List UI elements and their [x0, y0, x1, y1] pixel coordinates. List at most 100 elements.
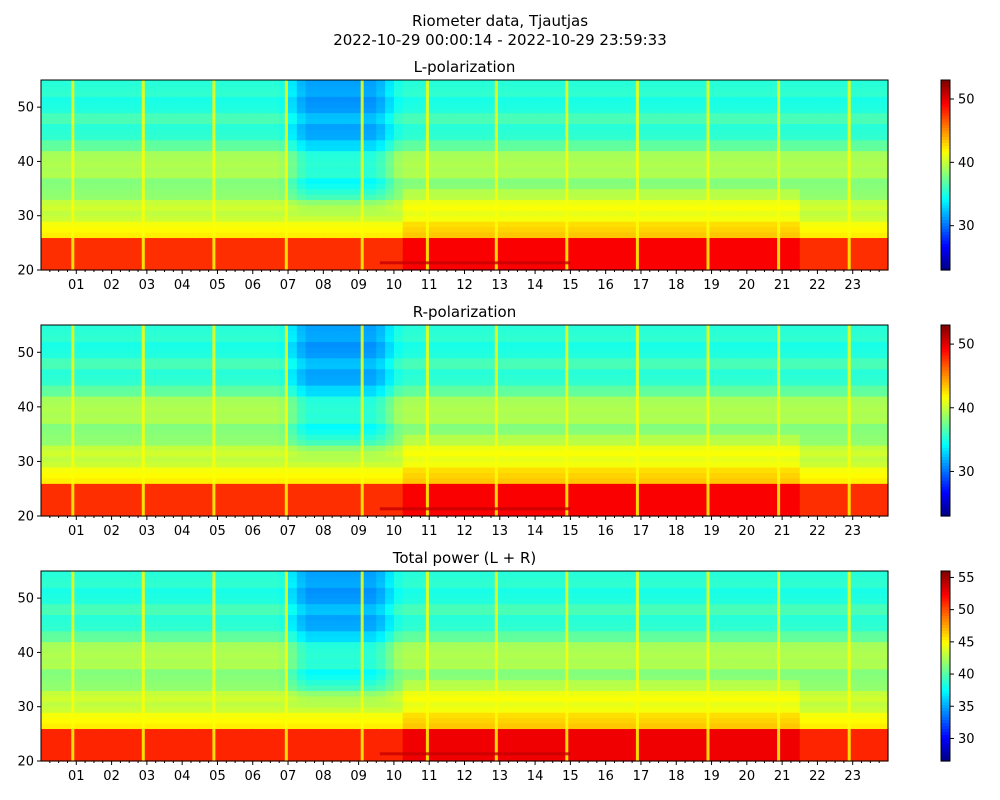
- heatmap-cell: [808, 199, 819, 206]
- colorbar-tick-label: 30: [958, 219, 975, 234]
- heatmap-cell: [93, 483, 104, 490]
- heatmap-cell: [685, 90, 695, 97]
- heatmap-cell: [314, 445, 324, 452]
- heatmap-cell: [102, 183, 113, 190]
- heatmap-cell: [190, 379, 201, 386]
- heatmap-cell: [720, 96, 730, 103]
- heatmap-cell: [305, 357, 316, 364]
- heatmap-cell: [588, 156, 598, 163]
- heatmap-cell: [243, 461, 254, 468]
- heatmap-cell: [314, 461, 324, 468]
- heatmap-cell: [552, 248, 563, 255]
- heatmap-cell: [76, 352, 86, 359]
- heatmap-cell: [667, 80, 677, 87]
- heatmap-cell: [85, 406, 95, 413]
- heatmap-cell: [464, 80, 474, 87]
- colorbar-segment: [941, 210, 950, 215]
- heatmap-cell: [367, 128, 377, 135]
- heatmap-cell: [729, 199, 739, 206]
- heatmap-cell: [517, 242, 527, 249]
- heatmap-cell: [861, 259, 871, 266]
- heatmap-cell: [508, 161, 519, 168]
- heatmap-cell: [49, 406, 60, 413]
- heatmap-cell: [261, 510, 271, 517]
- heatmap-cell: [385, 253, 395, 260]
- heatmap-cell: [429, 166, 439, 173]
- heatmap-cell: [720, 210, 730, 217]
- heatmap-cell: [649, 134, 660, 141]
- heatmap-cell: [376, 188, 386, 195]
- heatmap-cell: [41, 477, 51, 484]
- heatmap-cell: [499, 134, 510, 141]
- heatmap-cell: [517, 172, 527, 179]
- heatmap-cell: [367, 259, 377, 266]
- heatmap-cell: [614, 101, 624, 108]
- heatmap-cell: [746, 232, 757, 239]
- heatmap-cell: [111, 477, 121, 484]
- heatmap-cell: [543, 264, 554, 271]
- heatmap-cell: [817, 161, 827, 168]
- heatmap-cell: [111, 461, 121, 468]
- heatmap-cell: [314, 259, 324, 266]
- heatmap-cell: [217, 401, 227, 408]
- heatmap-cell: [438, 264, 448, 271]
- heatmap-cell: [340, 390, 351, 397]
- heatmap-cell: [58, 379, 69, 386]
- x-tick-label: 18: [668, 278, 685, 293]
- heatmap-cell: [385, 477, 395, 484]
- heatmap-cell: [111, 128, 121, 135]
- heatmap-cell: [746, 210, 757, 217]
- heatmap-cell: [402, 134, 413, 141]
- heatmap-cell: [93, 374, 104, 381]
- heatmap-cell: [552, 264, 563, 271]
- heatmap-cell: [552, 232, 563, 239]
- heatmap-cell: [667, 237, 677, 244]
- heatmap-cell: [314, 90, 324, 97]
- heatmap-cell: [120, 145, 130, 152]
- heatmap-cell: [111, 188, 121, 195]
- heatmap-cell: [305, 172, 316, 179]
- heatmap-cell: [261, 237, 271, 244]
- heatmap-cell: [685, 226, 695, 233]
- heatmap-cell: [623, 166, 633, 173]
- heatmap-cell: [755, 221, 766, 228]
- heatmap-stripe: [777, 80, 781, 270]
- heatmap-cell: [596, 177, 607, 184]
- heatmap-cell: [296, 96, 307, 103]
- heatmap-cell: [41, 352, 51, 359]
- heatmap-cell: [473, 172, 483, 179]
- heatmap-cell: [323, 253, 333, 260]
- heatmap-cell: [738, 166, 748, 173]
- heatmap-cell: [58, 434, 69, 441]
- heatmap-cell: [270, 123, 280, 130]
- heatmap-cell: [288, 90, 298, 97]
- heatmap-cell: [164, 134, 174, 141]
- heatmap-cell: [58, 123, 69, 130]
- heatmap-cell: [799, 96, 810, 103]
- heatmap-cell: [720, 188, 730, 195]
- heatmap-cell: [588, 134, 598, 141]
- heatmap-cell: [314, 439, 324, 446]
- heatmap-cell: [429, 237, 439, 244]
- heatmap-cell: [173, 341, 183, 348]
- heatmap-cell: [332, 455, 342, 463]
- heatmap-cell: [323, 417, 333, 424]
- heatmap-cell: [879, 118, 889, 125]
- heatmap-cell: [58, 204, 69, 211]
- heatmap-cell: [146, 90, 157, 97]
- heatmap-cell: [790, 90, 801, 97]
- heatmap-cell: [58, 118, 69, 125]
- heatmap-cell: [640, 183, 651, 190]
- colorbar-segment: [941, 115, 950, 120]
- heatmap-cell: [623, 80, 633, 87]
- heatmap-cell: [746, 161, 757, 168]
- heatmap-cell: [438, 232, 448, 239]
- heatmap-cell: [217, 445, 227, 452]
- heatmap-cell: [340, 215, 351, 222]
- heatmap-cell: [270, 128, 280, 135]
- heatmap-cell: [252, 259, 263, 266]
- heatmap-cell: [49, 499, 60, 506]
- heatmap-cell: [649, 253, 660, 260]
- heatmap-cell: [120, 183, 130, 190]
- heatmap-cell: [835, 134, 845, 141]
